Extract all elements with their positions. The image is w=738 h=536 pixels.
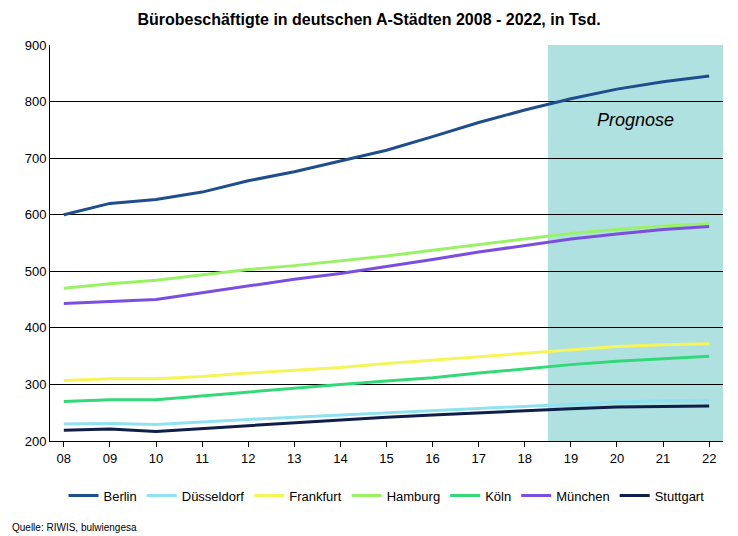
svg-text:15: 15 [379,451,393,466]
svg-text:München: München [556,489,609,504]
svg-text:Frankfurt: Frankfurt [289,489,341,504]
svg-text:11: 11 [195,451,209,466]
svg-text:900: 900 [25,38,47,53]
svg-text:600: 600 [25,207,47,222]
svg-text:Düsseldorf: Düsseldorf [182,489,245,504]
svg-text:Stuttgart: Stuttgart [655,489,705,504]
svg-text:17: 17 [471,451,485,466]
svg-text:800: 800 [25,94,47,109]
svg-text:21: 21 [656,451,670,466]
svg-text:13: 13 [287,451,301,466]
svg-text:20: 20 [610,451,624,466]
svg-text:Berlin: Berlin [104,489,137,504]
svg-text:16: 16 [425,451,439,466]
svg-text:Prognose: Prognose [597,110,674,130]
svg-text:22: 22 [702,451,716,466]
svg-text:500: 500 [25,264,47,279]
svg-text:300: 300 [25,377,47,392]
svg-text:Hamburg: Hamburg [387,489,440,504]
svg-text:18: 18 [518,451,532,466]
svg-text:Bürobeschäftigte in deutschen: Bürobeschäftigte in deutschen A-Städten … [137,11,600,28]
svg-text:10: 10 [149,451,163,466]
svg-text:19: 19 [564,451,578,466]
svg-text:700: 700 [25,151,47,166]
svg-text:400: 400 [25,320,47,335]
svg-text:Köln: Köln [485,489,511,504]
svg-text:Quelle: RIWIS, bulwiengesa: Quelle: RIWIS, bulwiengesa [12,522,137,533]
svg-text:200: 200 [25,434,47,449]
svg-text:08: 08 [57,451,71,466]
svg-text:12: 12 [241,451,255,466]
svg-text:09: 09 [103,451,117,466]
svg-text:14: 14 [333,451,347,466]
